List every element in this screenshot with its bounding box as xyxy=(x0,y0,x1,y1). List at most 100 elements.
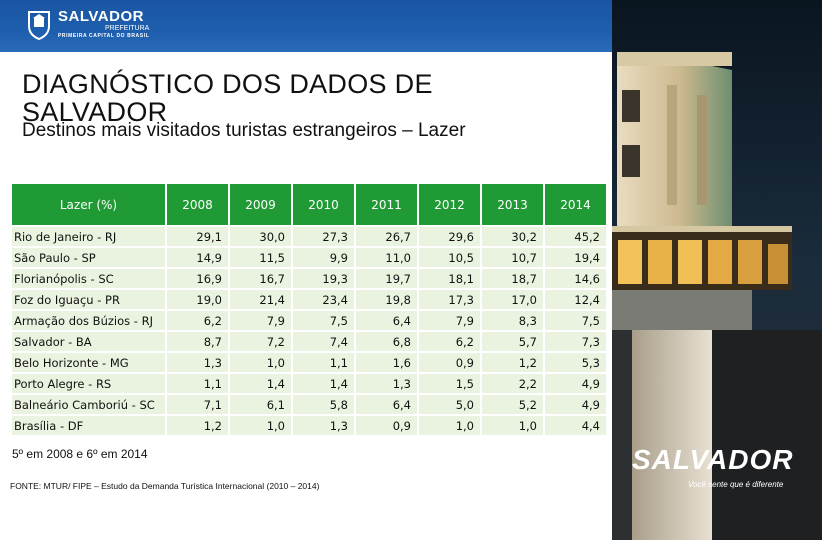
percentage-cell: 7,2 xyxy=(228,330,293,353)
percentage-cell: 1,4 xyxy=(291,372,356,395)
percentage-cell: 0,9 xyxy=(417,351,482,374)
source-note: FONTE: MTUR/ FIPE – Estudo da Demanda Tu… xyxy=(10,481,320,491)
percentage-cell: 10,7 xyxy=(480,246,545,269)
percentage-cell: 7,3 xyxy=(543,330,608,353)
percentage-cell: 8,7 xyxy=(165,330,230,353)
percentage-cell: 14,6 xyxy=(543,267,608,290)
percentage-cell: 29,1 xyxy=(165,225,230,248)
percentage-cell: 16,9 xyxy=(165,267,230,290)
destination-name: Salvador - BA xyxy=(10,330,167,353)
percentage-cell: 17,3 xyxy=(417,288,482,311)
table-row: São Paulo - SP 14,9 11,5 9,9 11,0 10,5 10,7 19,… xyxy=(10,246,608,269)
table-row: Rio de Janeiro - RJ 29,1 30,0 27,3 26,7 29,6 3… xyxy=(10,225,608,248)
percentage-cell: 19,7 xyxy=(354,267,419,290)
percentage-cell: 1,6 xyxy=(354,351,419,374)
percentage-cell: 19,8 xyxy=(354,288,419,311)
destination-name: Rio de Janeiro - RJ xyxy=(10,225,167,248)
percentage-cell: 7,9 xyxy=(417,309,482,332)
brand-tagline: Você sente que é diferente xyxy=(688,480,784,489)
column-header-year: 2013 xyxy=(480,182,545,227)
column-header-category: Lazer (%) xyxy=(10,182,167,227)
percentage-cell: 1,1 xyxy=(165,372,230,395)
percentage-cell: 12,4 xyxy=(543,288,608,311)
percentage-cell: 19,0 xyxy=(165,288,230,311)
destination-name: São Paulo - SP xyxy=(10,246,167,269)
percentage-cell: 19,4 xyxy=(543,246,608,269)
logo-sub: PREFEITURA xyxy=(105,25,150,32)
page-subtitle: Destinos mais visitados turistas estrang… xyxy=(22,120,466,141)
percentage-cell: 6,2 xyxy=(417,330,482,353)
percentage-cell: 1,0 xyxy=(480,414,545,437)
percentage-cell: 5,2 xyxy=(480,393,545,416)
percentage-cell: 5,0 xyxy=(417,393,482,416)
percentage-cell: 21,4 xyxy=(228,288,293,311)
percentage-cell: 16,7 xyxy=(228,267,293,290)
destination-name: Brasília - DF xyxy=(10,414,167,437)
percentage-cell: 1,3 xyxy=(291,414,356,437)
percentage-cell: 1,2 xyxy=(165,414,230,437)
percentage-cell: 1,1 xyxy=(291,351,356,374)
logo-name: SALVADOR xyxy=(58,8,144,25)
column-header-year: 2009 xyxy=(228,182,293,227)
percentage-cell: 1,0 xyxy=(228,414,293,437)
logo-caption: PRIMEIRA CAPITAL DO BRASIL xyxy=(58,33,150,39)
table-row: Brasília - DF 1,2 1,0 1,3 0,9 1,0 1,0 4,4 xyxy=(10,414,608,437)
percentage-cell: 10,5 xyxy=(417,246,482,269)
city-crest-icon xyxy=(28,11,50,40)
column-header-year: 2010 xyxy=(291,182,356,227)
percentage-cell: 1,0 xyxy=(417,414,482,437)
brand-name: SALVADOR xyxy=(632,444,794,475)
percentage-cell: 7,9 xyxy=(228,309,293,332)
table-row: Balneário Camboriú - SC 7,1 6,1 5,8 6,4 5,0 5,… xyxy=(10,393,608,416)
percentage-cell: 6,4 xyxy=(354,393,419,416)
percentage-cell: 7,5 xyxy=(291,309,356,332)
table-row: Porto Alegre - RS 1,1 1,4 1,4 1,3 1,5 2,2 4,9 xyxy=(10,372,608,395)
percentage-cell: 2,2 xyxy=(480,372,545,395)
percentage-cell: 14,9 xyxy=(165,246,230,269)
column-header-year: 2012 xyxy=(417,182,482,227)
percentage-cell: 11,5 xyxy=(228,246,293,269)
prefeitura-logo: SALVADOR PREFEITURA PRIMEIRA CAPITAL DO … xyxy=(26,8,149,40)
salvador-photo: SALVADOR Você sente que é diferente xyxy=(612,0,822,540)
percentage-cell: 5,3 xyxy=(543,351,608,374)
percentage-cell: 26,7 xyxy=(354,225,419,248)
percentage-cell: 27,3 xyxy=(291,225,356,248)
table-row: Armação dos Búzios - RJ 6,2 7,9 7,5 6,4 7,9 8,… xyxy=(10,309,608,332)
ranking-note: 5º em 2008 e 6º em 2014 xyxy=(12,447,148,461)
destination-name: Porto Alegre - RS xyxy=(10,372,167,395)
column-header-year: 2014 xyxy=(543,182,608,227)
destinations-table: Lazer (%) 2008 2009 2010 2011 2012 2013 2014 Ri… xyxy=(10,182,608,437)
percentage-cell: 45,2 xyxy=(543,225,608,248)
percentage-cell: 6,2 xyxy=(165,309,230,332)
salvador-brand: SALVADOR Você sente que é diferente xyxy=(632,444,794,490)
destination-name: Armação dos Búzios - RJ xyxy=(10,309,167,332)
column-header-year: 2008 xyxy=(165,182,230,227)
percentage-cell: 6,8 xyxy=(354,330,419,353)
table-row: Foz do Iguaçu - PR 19,0 21,4 23,4 19,8 17,3 17… xyxy=(10,288,608,311)
percentage-cell: 18,1 xyxy=(417,267,482,290)
percentage-cell: 17,0 xyxy=(480,288,545,311)
percentage-cell: 4,4 xyxy=(543,414,608,437)
percentage-cell: 19,3 xyxy=(291,267,356,290)
percentage-cell: 1,3 xyxy=(165,351,230,374)
percentage-cell: 11,0 xyxy=(354,246,419,269)
destination-name: Balneário Camboriú - SC xyxy=(10,393,167,416)
percentage-cell: 5,8 xyxy=(291,393,356,416)
table-header-row: Lazer (%) 2008 2009 2010 2011 2012 2013 2014 xyxy=(10,182,608,227)
column-header-year: 2011 xyxy=(354,182,419,227)
percentage-cell: 7,5 xyxy=(543,309,608,332)
percentage-cell: 30,0 xyxy=(228,225,293,248)
percentage-cell: 6,4 xyxy=(354,309,419,332)
percentage-cell: 7,1 xyxy=(165,393,230,416)
percentage-cell: 0,9 xyxy=(354,414,419,437)
percentage-cell: 23,4 xyxy=(291,288,356,311)
percentage-cell: 1,5 xyxy=(417,372,482,395)
destination-name: Foz do Iguaçu - PR xyxy=(10,288,167,311)
table-row: Belo Horizonte - MG 1,3 1,0 1,1 1,6 0,9 1,2 5,3 xyxy=(10,351,608,374)
percentage-cell: 9,9 xyxy=(291,246,356,269)
percentage-cell: 4,9 xyxy=(543,372,608,395)
percentage-cell: 6,1 xyxy=(228,393,293,416)
elevator-tower-illustration xyxy=(612,0,822,540)
table-row: Florianópolis - SC 16,9 16,7 19,3 19,7 18,1 18… xyxy=(10,267,608,290)
percentage-cell: 29,6 xyxy=(417,225,482,248)
